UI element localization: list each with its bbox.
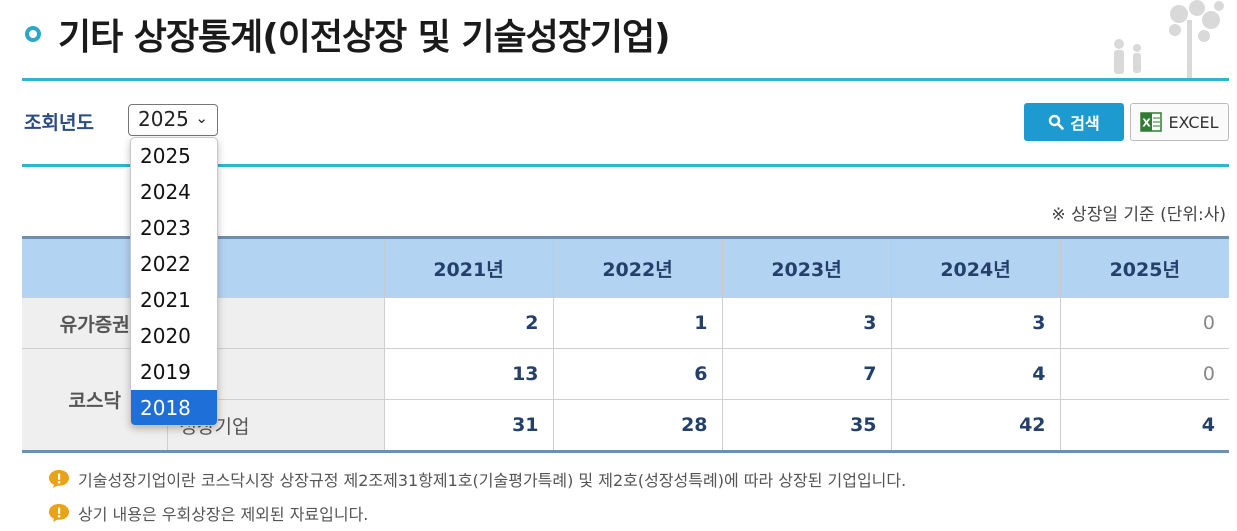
- year-select[interactable]: 2025 ⌄: [128, 104, 218, 136]
- year-option[interactable]: 2022: [140, 252, 191, 276]
- year-option[interactable]: 2021: [140, 288, 191, 312]
- year-option[interactable]: 2020: [140, 324, 191, 348]
- table-cell: 35: [721, 399, 892, 452]
- table-cell: 42: [890, 399, 1061, 452]
- year-option-highlighted[interactable]: 2018: [131, 390, 217, 425]
- header-year: 2025년: [1059, 237, 1230, 298]
- table-cell: 6: [552, 348, 723, 400]
- table-cell: 2: [383, 297, 554, 349]
- table-cell: 3: [890, 297, 1061, 349]
- page-title: 기타 상장통계(이전상장 및 기술성장기업): [58, 17, 671, 58]
- year-option[interactable]: 2023: [140, 216, 191, 240]
- table-cell: 4: [1059, 399, 1230, 452]
- table-cell: 28: [552, 399, 723, 452]
- table-row: 성장기업 31 28 35 42 4: [22, 399, 1230, 452]
- header-year: 2023년: [721, 237, 892, 298]
- stats-table: 분 2021년 2022년 2023년 2024년 2025년 유가증권 상장 …: [22, 236, 1230, 453]
- note-text: 상기 내용은 우회상장은 제외된 자료입니다.: [78, 505, 369, 524]
- year-label: 조회년도: [24, 112, 94, 134]
- search-icon: [1049, 114, 1065, 130]
- excel-icon: X: [1140, 112, 1163, 132]
- title-bar: 기타 상장통계(이전상장 및 기술성장기업): [22, 0, 1229, 81]
- info-bubble-icon: [49, 470, 69, 488]
- search-button-label: 검색: [1070, 114, 1100, 133]
- note-text: 기술성장기업이란 코스닥시장 상장규정 제2조제31항제1호(기술평가특례) 및…: [78, 471, 907, 490]
- table-cell: 3: [721, 297, 892, 349]
- table-cell: 0: [1059, 297, 1230, 349]
- header-year: 2021년: [383, 237, 554, 298]
- table-cell: 7: [721, 348, 892, 400]
- table-cell: 0: [1059, 348, 1230, 400]
- table-header-row: 분 2021년 2022년 2023년 2024년 2025년: [22, 237, 1230, 298]
- year-option[interactable]: 2019: [140, 360, 191, 384]
- header-year: 2022년: [552, 237, 723, 298]
- excel-button-label: EXCEL: [1168, 112, 1219, 132]
- tree-decoration-icon: [1114, 0, 1224, 78]
- search-area: 조회년도 2025 ⌄ 검색 X EXCEL: [22, 80, 1229, 167]
- table-cell: 31: [383, 399, 554, 452]
- svg-text:X: X: [1143, 117, 1152, 130]
- title-bullet-icon: [25, 26, 41, 42]
- note-item: 상기 내용은 우회상장은 제외된 자료입니다.: [48, 496, 906, 530]
- search-button[interactable]: 검색: [1024, 103, 1124, 141]
- year-select-value: 2025: [138, 107, 189, 131]
- header-year: 2024년: [890, 237, 1061, 298]
- year-option[interactable]: 2025: [140, 144, 191, 168]
- note-item: 기술성장기업이란 코스닥시장 상장규정 제2조제31항제1호(기술평가특례) 및…: [48, 462, 906, 496]
- year-option[interactable]: 2024: [140, 180, 191, 204]
- chevron-down-icon: ⌄: [195, 109, 208, 127]
- unit-note: ※ 상장일 기준 (단위:사): [1051, 205, 1226, 225]
- table-cell: 1: [552, 297, 723, 349]
- info-bubble-icon: [49, 504, 69, 522]
- year-dropdown-list[interactable]: 2025 2024 2023 2022 2021 2020 2019 2018: [130, 137, 218, 426]
- notes: 기술성장기업이란 코스닥시장 상장규정 제2조제31항제1호(기술평가특례) 및…: [48, 462, 906, 530]
- table-cell: 4: [890, 348, 1061, 400]
- table-row: 코스닥 상장 13 6 7 4 0: [22, 348, 1230, 452]
- excel-button[interactable]: X EXCEL: [1130, 103, 1229, 141]
- table-cell: 13: [383, 348, 554, 400]
